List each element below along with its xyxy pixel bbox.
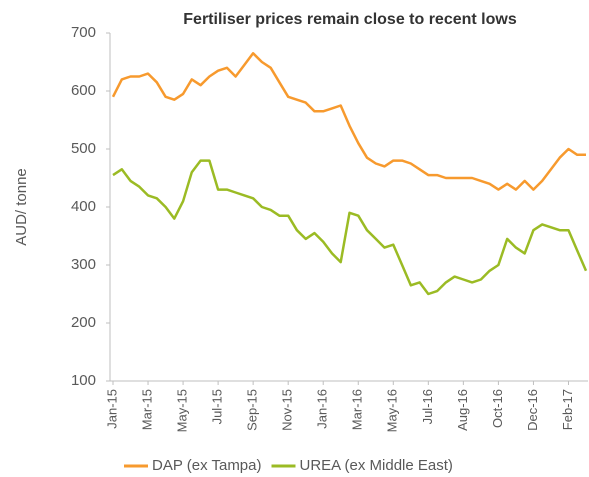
y-tick-label: 100: [71, 372, 96, 389]
y-tick-label: 600: [71, 82, 96, 99]
x-tick-label: Aug-16: [455, 389, 470, 431]
chart-title: Fertiliser prices remain close to recent…: [183, 11, 517, 28]
x-tick-label: Feb-17: [560, 389, 575, 430]
y-axis-label: AUD/ tonne: [13, 168, 30, 246]
x-tick-label: Sep-15: [245, 389, 260, 431]
x-tick-label: Oct-16: [490, 389, 505, 428]
x-tick-label: Jan-15: [104, 389, 119, 429]
x-tick-label: Jan-16: [315, 389, 330, 429]
y-tick-label: 400: [71, 198, 96, 215]
legend-label: UREA (ex Middle East): [300, 457, 453, 474]
x-tick-label: Dec-16: [525, 389, 540, 431]
series-line: [112, 159, 588, 296]
x-tick-label: Jul-15: [210, 389, 225, 424]
y-tick-label: 700: [71, 24, 96, 41]
legend-label: DAP (ex Tampa): [152, 457, 262, 474]
y-tick-label: 500: [71, 140, 96, 157]
x-tick-label: Mar-15: [139, 389, 154, 430]
x-tick-label: May-16: [385, 389, 400, 432]
x-tick-label: Mar-16: [350, 389, 365, 430]
x-tick-label: May-15: [175, 389, 190, 432]
series-line: [111, 52, 586, 191]
x-tick-label: Jul-16: [420, 389, 435, 424]
y-tick-label: 200: [71, 314, 96, 331]
y-tick-label: 300: [71, 256, 96, 273]
x-tick-label: Nov-15: [280, 389, 295, 431]
